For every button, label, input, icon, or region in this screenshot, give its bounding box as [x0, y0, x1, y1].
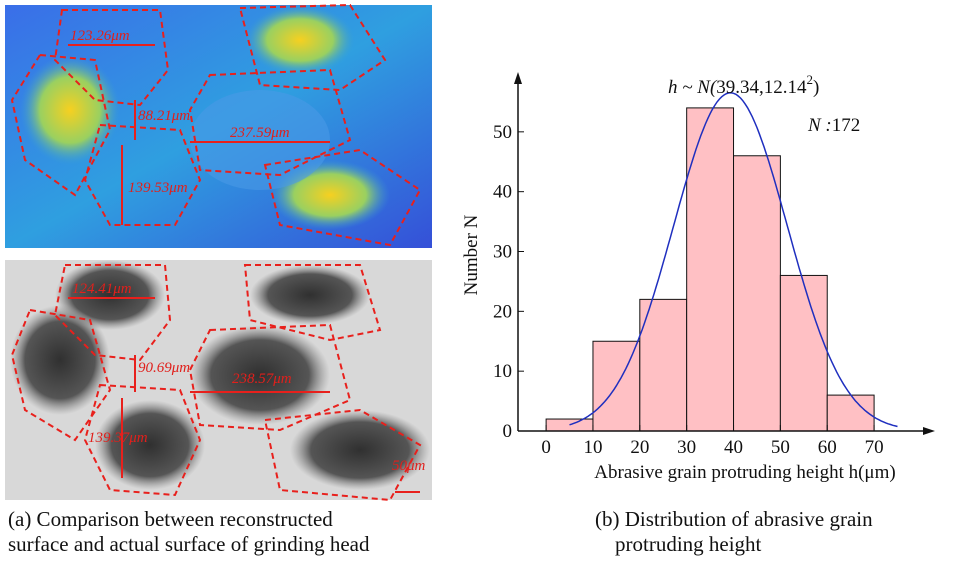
bar [733, 155, 781, 432]
x-tick-label: 60 [818, 437, 837, 458]
x-tick-label: 30 [677, 437, 696, 458]
n-part: N : [807, 115, 832, 136]
y-tick-label: 30 [493, 242, 512, 263]
measure-label: 88.21μm [138, 108, 190, 124]
measure-label: 139.37μm [88, 430, 148, 446]
axis-arrow [514, 72, 522, 84]
y-tick-label: 50 [493, 122, 512, 143]
n-part: 172 [832, 115, 861, 136]
reconstructed-image [5, 3, 432, 248]
fit-part: 2 [807, 72, 814, 87]
x-tick-label: 20 [630, 437, 649, 458]
measure-label: 123.26μm [70, 28, 130, 44]
measure-label: 139.53μm [128, 180, 188, 196]
bar [779, 274, 828, 432]
measure-label: 237.59μm [230, 125, 290, 141]
x-tick-label: 70 [865, 437, 884, 458]
caption: protruding height [615, 532, 762, 556]
measure-label: 124.41μm [72, 281, 132, 297]
y-axis-label: Number N [461, 214, 482, 295]
caption: (b) Distribution of abrasive grain [595, 507, 873, 531]
y-tick-label: 10 [493, 361, 512, 382]
scale-label: 50μm [392, 458, 426, 474]
x-tick-label: 0 [541, 437, 551, 458]
x-tick-label: 40 [724, 437, 743, 458]
fit-part: ) [813, 77, 819, 98]
bar [639, 298, 688, 432]
y-tick-label: 40 [493, 182, 512, 203]
fit-label: h ~ N(39.34,12.142) [668, 72, 819, 98]
measure-label: 90.69μm [138, 360, 190, 376]
measure-label: 238.57μm [232, 371, 292, 387]
fit-curve [569, 92, 898, 428]
y-tick-label: 0 [503, 421, 513, 442]
fit-part: 39.34 [716, 77, 759, 98]
actual-image [5, 260, 432, 502]
bar [545, 418, 594, 432]
fit-part: , [759, 77, 764, 98]
caption: (a) Comparison between reconstructed [8, 507, 333, 531]
caption: surface and actual surface of grinding h… [8, 532, 370, 556]
x-axis-label: Abrasive grain protruding height h(μm) [594, 462, 895, 483]
bar [826, 394, 875, 432]
fit-part: 12.14 [764, 77, 807, 98]
x-tick-label: 50 [771, 437, 790, 458]
n-label: N :172 [807, 115, 860, 136]
fit-part: h ~ N( [668, 77, 718, 98]
bar [686, 107, 735, 432]
axis-arrow [923, 427, 935, 435]
y-tick-label: 20 [493, 301, 512, 322]
x-tick-label: 10 [583, 437, 602, 458]
